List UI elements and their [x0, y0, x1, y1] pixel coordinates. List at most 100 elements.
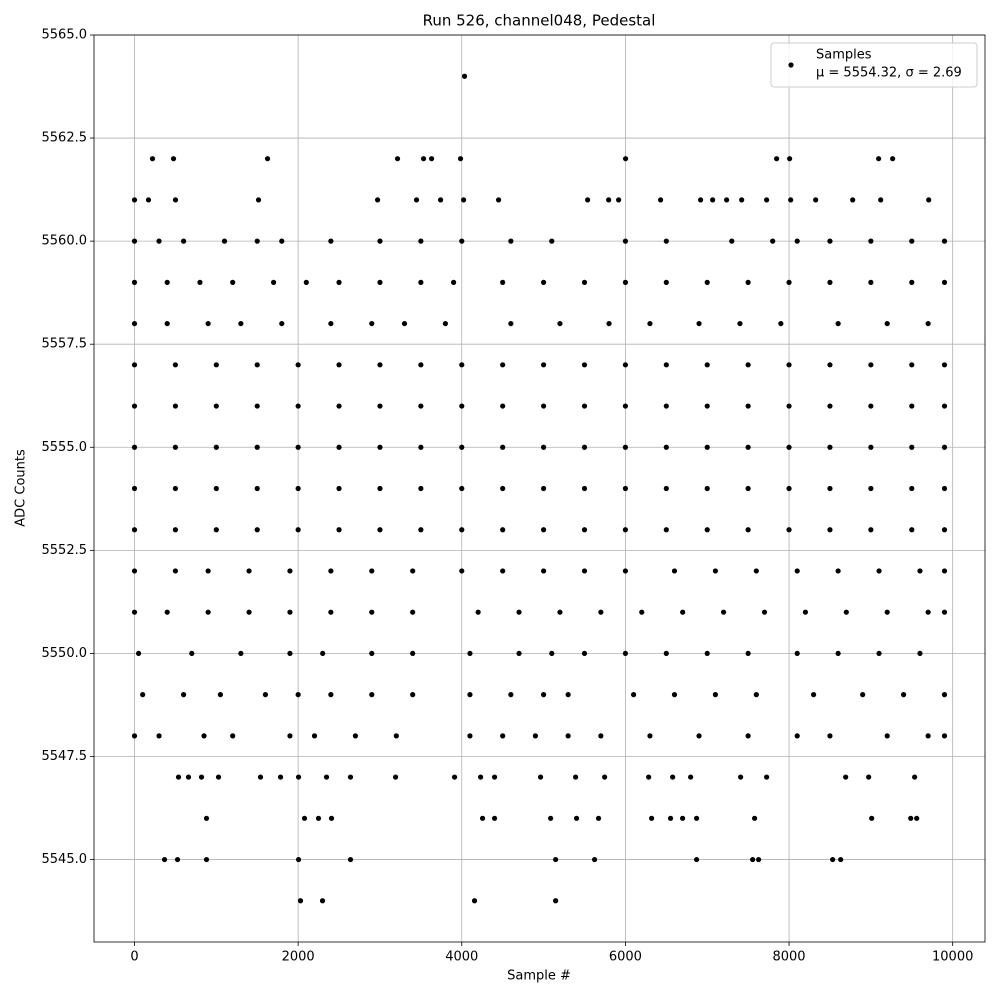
- point: [622, 279, 629, 285]
- point: [287, 568, 293, 574]
- point: [131, 527, 138, 533]
- point: [279, 238, 285, 244]
- point: [508, 692, 514, 698]
- point: [377, 279, 383, 285]
- point: [500, 568, 506, 574]
- point: [347, 774, 354, 780]
- point: [500, 444, 506, 450]
- point: [230, 279, 236, 285]
- point: [369, 568, 375, 574]
- point: [616, 197, 622, 203]
- point: [201, 733, 207, 739]
- point: [377, 238, 383, 244]
- series: [131, 73, 948, 904]
- point: [827, 238, 833, 244]
- point: [770, 238, 776, 244]
- point: [540, 403, 547, 409]
- point: [553, 856, 559, 863]
- point: [491, 815, 498, 821]
- point: [745, 444, 751, 450]
- point: [336, 403, 342, 409]
- point: [753, 568, 759, 574]
- point: [941, 485, 948, 492]
- point: [581, 568, 588, 574]
- point: [393, 733, 399, 739]
- chart-title: Run 526, channel048, Pedestal: [423, 12, 656, 30]
- y-tick-label: 5547.5: [42, 749, 88, 764]
- point: [663, 527, 669, 533]
- point: [663, 444, 669, 450]
- point: [548, 815, 554, 821]
- point: [581, 403, 588, 409]
- point: [884, 733, 890, 739]
- y-tick-label: 5557.5: [42, 337, 88, 352]
- point: [410, 650, 416, 657]
- point: [764, 197, 770, 203]
- point: [827, 279, 833, 285]
- point: [941, 362, 948, 368]
- point: [392, 774, 399, 780]
- point: [912, 774, 918, 780]
- point: [377, 403, 383, 409]
- point: [941, 444, 948, 450]
- point: [868, 485, 874, 492]
- point: [712, 568, 719, 574]
- point: [459, 362, 465, 368]
- point: [460, 197, 467, 203]
- point: [164, 279, 170, 285]
- point: [164, 609, 170, 615]
- point: [203, 856, 210, 863]
- point: [323, 774, 330, 780]
- point: [573, 815, 580, 821]
- point: [712, 692, 719, 698]
- point: [540, 279, 547, 285]
- point: [500, 733, 506, 739]
- point: [131, 733, 138, 739]
- point: [459, 527, 465, 533]
- point: [516, 650, 522, 657]
- point: [663, 485, 669, 492]
- point: [925, 609, 931, 615]
- point: [830, 856, 836, 863]
- point: [467, 692, 473, 698]
- point: [457, 156, 464, 162]
- point: [230, 733, 236, 739]
- point: [549, 650, 555, 657]
- point: [704, 650, 710, 657]
- point: [418, 279, 424, 285]
- point: [170, 156, 177, 162]
- point: [835, 568, 841, 574]
- point: [704, 527, 710, 533]
- point: [374, 197, 381, 203]
- point: [941, 733, 948, 739]
- point: [540, 362, 547, 368]
- point: [565, 733, 571, 739]
- point: [750, 856, 756, 863]
- legend-annotation: μ = 5554.32, σ = 2.69: [816, 66, 962, 81]
- point: [704, 279, 710, 285]
- point: [710, 197, 716, 203]
- point: [175, 774, 182, 780]
- point: [516, 609, 522, 615]
- point: [786, 362, 792, 368]
- point: [843, 774, 849, 780]
- point: [657, 197, 664, 203]
- point: [622, 238, 629, 244]
- point: [238, 650, 244, 657]
- point: [622, 156, 629, 162]
- point: [540, 692, 547, 698]
- point: [500, 527, 506, 533]
- point: [890, 156, 896, 162]
- point: [508, 238, 514, 244]
- point: [459, 568, 465, 574]
- point: [926, 197, 932, 203]
- point: [369, 609, 375, 615]
- y-axis-label: ADC Counts: [14, 449, 29, 527]
- point: [827, 733, 833, 739]
- point: [420, 156, 427, 162]
- point: [254, 444, 260, 450]
- point: [149, 156, 156, 162]
- point: [172, 485, 179, 492]
- point: [500, 403, 506, 409]
- point: [328, 568, 334, 574]
